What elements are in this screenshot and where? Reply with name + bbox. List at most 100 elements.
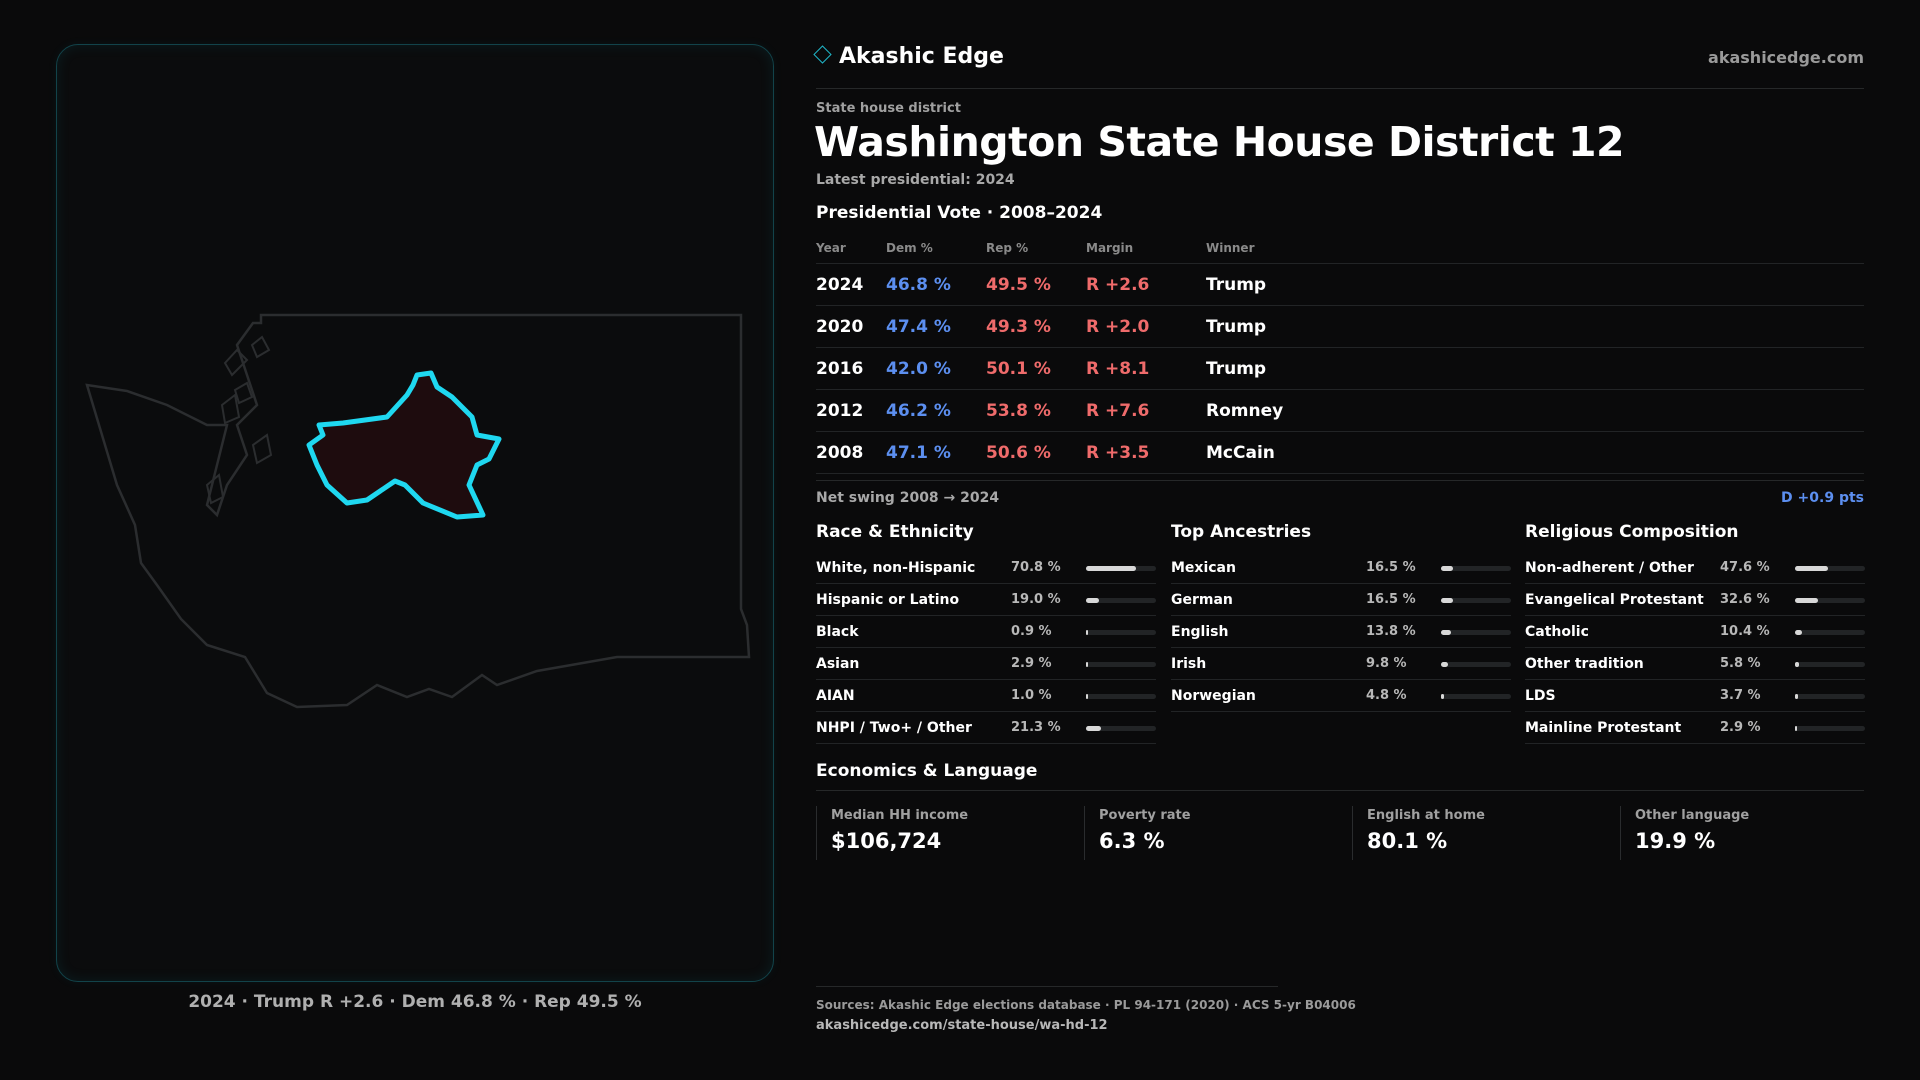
cell-margin: R +3.5 xyxy=(1086,431,1206,474)
row-bar-fill xyxy=(1441,598,1453,603)
page-title: Washington State House District 12 xyxy=(814,118,1625,166)
cell-dem: 42.0 % xyxy=(886,347,986,390)
row-bar-fill xyxy=(1795,694,1798,699)
cell-winner: Trump xyxy=(1206,347,1864,390)
row-percent: 1.0 % xyxy=(1011,688,1052,703)
stat-label: Median HH income xyxy=(831,808,969,823)
cell-dem: 46.2 % xyxy=(886,389,986,432)
row-percent: 5.8 % xyxy=(1720,656,1761,671)
economics-stats: Median HH income $106,724 Poverty rate 6… xyxy=(816,806,1864,860)
race-title: Race & Ethnicity xyxy=(816,522,974,542)
row-label: Evangelical Protestant xyxy=(1525,592,1704,608)
row-bar-fill xyxy=(1795,566,1828,571)
net-swing-label: Net swing 2008 → 2024 xyxy=(816,490,1000,506)
ancestry-row: English 13.8 % xyxy=(1171,616,1511,648)
stat-value: 6.3 % xyxy=(1099,829,1165,853)
ancestry-title: Top Ancestries xyxy=(1171,522,1312,542)
row-bar xyxy=(1086,662,1156,667)
row-bar xyxy=(1441,662,1511,667)
row-percent: 9.8 % xyxy=(1366,656,1407,671)
stat-value: 80.1 % xyxy=(1367,829,1448,853)
col-year: Year xyxy=(816,233,886,264)
net-swing-value: D +0.9 pts xyxy=(1781,490,1864,506)
puget-sound-islands xyxy=(205,335,273,505)
row-percent: 21.3 % xyxy=(1011,720,1061,735)
row-bar-fill xyxy=(1795,726,1797,731)
row-label: White, non-Hispanic xyxy=(816,560,976,576)
economics-title: Economics & Language xyxy=(816,761,1038,781)
race-row: Black 0.9 % xyxy=(816,616,1156,648)
row-bar-fill xyxy=(1441,566,1453,571)
stat-poverty-rate: Poverty rate 6.3 % xyxy=(1084,806,1352,860)
row-label: NHPI / Two+ / Other xyxy=(816,720,972,736)
col-dem: Dem % xyxy=(886,233,986,264)
row-label: Catholic xyxy=(1525,624,1589,640)
district-12-shape[interactable] xyxy=(306,370,502,520)
cell-rep: 50.1 % xyxy=(986,347,1086,390)
table-header-row: Year Dem % Rep % Margin Winner xyxy=(816,233,1864,264)
row-percent: 10.4 % xyxy=(1720,624,1770,639)
page-url[interactable]: akashicedge.com/state-house/wa-hd-12 xyxy=(816,1018,1108,1033)
ancestry-row: Irish 9.8 % xyxy=(1171,648,1511,680)
row-label: Irish xyxy=(1171,656,1207,672)
row-label: Mainline Protestant xyxy=(1525,720,1682,736)
ancestry-row: Norwegian 4.8 % xyxy=(1171,680,1511,712)
row-bar-fill xyxy=(1086,662,1088,667)
row-bar-fill xyxy=(1086,726,1101,731)
row-percent: 4.8 % xyxy=(1366,688,1407,703)
brand-logo[interactable]: Akashic Edge xyxy=(813,44,1004,69)
row-bar-fill xyxy=(1086,630,1088,635)
brand-name: Akashic Edge xyxy=(839,44,1004,69)
row-label: AIAN xyxy=(816,688,855,704)
row-bar xyxy=(1795,662,1865,667)
row-bar xyxy=(1086,726,1156,731)
state-outline xyxy=(85,313,751,709)
cell-rep: 50.6 % xyxy=(986,431,1086,474)
row-label: LDS xyxy=(1525,688,1556,704)
map-panel[interactable] xyxy=(56,44,774,982)
row-bar xyxy=(1441,598,1511,603)
table-row: 2024 46.8 % 49.5 % R +2.6 Trump xyxy=(816,263,1864,306)
row-bar xyxy=(1086,694,1156,699)
row-percent: 2.9 % xyxy=(1720,720,1761,735)
row-bar-fill xyxy=(1441,662,1448,667)
race-row: White, non-Hispanic 70.8 % xyxy=(816,552,1156,584)
row-label: German xyxy=(1171,592,1233,608)
presidential-table: Year Dem % Rep % Margin Winner 2024 46.8… xyxy=(816,233,1864,474)
row-percent: 19.0 % xyxy=(1011,592,1061,607)
row-label: Mexican xyxy=(1171,560,1236,576)
race-row: AIAN 1.0 % xyxy=(816,680,1156,712)
race-row: Hispanic or Latino 19.0 % xyxy=(816,584,1156,616)
latest-presidential: Latest presidential: 2024 xyxy=(816,172,1015,188)
row-bar xyxy=(1795,630,1865,635)
site-link[interactable]: akashicedge.com xyxy=(1708,48,1864,67)
religion-list: Non-adherent / Other 47.6 % Evangelical Pr… xyxy=(1525,552,1865,744)
state-map[interactable] xyxy=(57,45,775,983)
row-percent: 0.9 % xyxy=(1011,624,1052,639)
cell-year: 2008 xyxy=(816,431,886,474)
map-caption: 2024 · Trump R +2.6 · Dem 46.8 % · Rep 4… xyxy=(188,992,642,1012)
sources-text: Sources: Akashic Edge elections database… xyxy=(816,998,1356,1012)
cell-winner: Trump xyxy=(1206,263,1864,306)
table-row: 2008 47.1 % 50.6 % R +3.5 McCain xyxy=(816,431,1864,474)
table-row: 2012 46.2 % 53.8 % R +7.6 Romney xyxy=(816,389,1864,432)
row-label: English xyxy=(1171,624,1229,640)
cell-winner: Romney xyxy=(1206,389,1864,432)
cell-margin: R +2.6 xyxy=(1086,263,1206,306)
stat-label: English at home xyxy=(1367,808,1485,823)
ancestry-row: Mexican 16.5 % xyxy=(1171,552,1511,584)
row-label: Non-adherent / Other xyxy=(1525,560,1694,576)
religion-row: Evangelical Protestant 32.6 % xyxy=(1525,584,1865,616)
row-label: Asian xyxy=(816,656,860,672)
stat-label: Other language xyxy=(1635,808,1750,823)
header-divider xyxy=(816,88,1864,89)
cell-rep: 53.8 % xyxy=(986,389,1086,432)
row-percent: 16.5 % xyxy=(1366,560,1416,575)
row-percent: 16.5 % xyxy=(1366,592,1416,607)
religion-row: Non-adherent / Other 47.6 % xyxy=(1525,552,1865,584)
row-bar-fill xyxy=(1086,566,1136,571)
row-bar xyxy=(1441,694,1511,699)
religion-row: LDS 3.7 % xyxy=(1525,680,1865,712)
row-percent: 3.7 % xyxy=(1720,688,1761,703)
stat-label: Poverty rate xyxy=(1099,808,1191,823)
